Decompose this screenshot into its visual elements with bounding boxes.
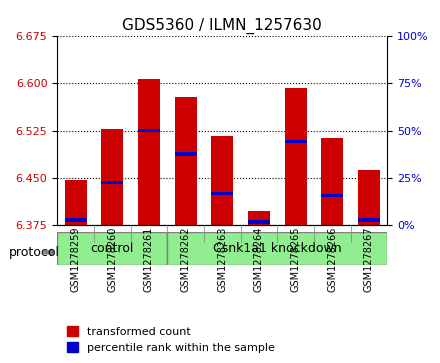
Bar [167, 36, 204, 225]
Bar [175, 152, 197, 156]
Bar [101, 129, 123, 225]
Bar [94, 36, 131, 225]
Text: GSM1278267: GSM1278267 [364, 227, 374, 292]
Bar [211, 136, 233, 225]
Text: GSM1278265: GSM1278265 [290, 227, 301, 292]
Bar [248, 220, 270, 224]
Bar [131, 36, 167, 225]
Text: GSM1278266: GSM1278266 [327, 227, 337, 292]
Text: GSM1278264: GSM1278264 [254, 227, 264, 292]
Bar [57, 36, 94, 225]
Bar [211, 192, 233, 195]
Bar [321, 194, 343, 197]
Bar [358, 218, 380, 222]
Bar [285, 140, 307, 143]
Bar [358, 170, 380, 225]
Text: GSM1278259: GSM1278259 [70, 227, 81, 292]
Bar [241, 36, 277, 225]
Text: GSM1278263: GSM1278263 [217, 227, 227, 292]
Bar [138, 79, 160, 225]
Legend: transformed count, percentile rank within the sample: transformed count, percentile rank withi… [63, 322, 279, 358]
Bar [138, 129, 160, 132]
Text: protocol: protocol [9, 246, 60, 259]
Bar [321, 138, 343, 225]
Bar [285, 88, 307, 225]
Bar [101, 180, 123, 184]
Bar [314, 36, 351, 225]
Bar [277, 36, 314, 225]
Bar [175, 97, 197, 225]
Title: GDS5360 / ILMN_1257630: GDS5360 / ILMN_1257630 [122, 17, 322, 33]
Bar [65, 180, 87, 225]
Text: control: control [91, 242, 134, 255]
Text: GSM1278261: GSM1278261 [144, 227, 154, 292]
FancyBboxPatch shape [167, 232, 387, 265]
Bar [351, 36, 387, 225]
Text: GSM1278262: GSM1278262 [180, 227, 191, 292]
Bar [204, 36, 241, 225]
FancyBboxPatch shape [57, 232, 167, 265]
Bar [248, 211, 270, 225]
Text: GSM1278260: GSM1278260 [107, 227, 117, 292]
Text: Csnk1a1 knockdown: Csnk1a1 knockdown [213, 242, 341, 255]
Bar [65, 218, 87, 222]
